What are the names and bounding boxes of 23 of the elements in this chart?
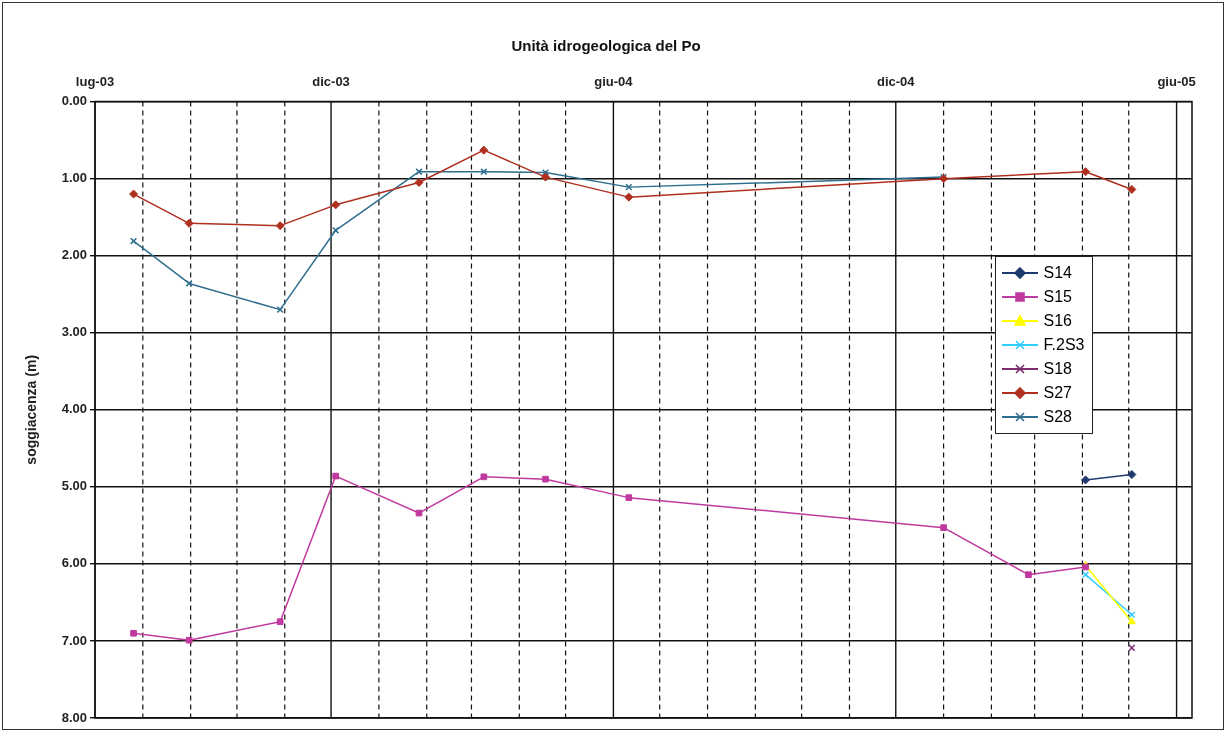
- y-tick-label: 1.00: [61, 170, 87, 186]
- legend-label: S16: [1043, 311, 1072, 330]
- y-tick-label: 7.00: [61, 632, 87, 648]
- legend-label: S14: [1043, 263, 1072, 282]
- x-tick-label: dic-04: [876, 74, 916, 90]
- x-tick-label: dic-03: [312, 74, 350, 90]
- legend-label: S28: [1043, 407, 1072, 426]
- y-tick-label: 8.00: [61, 709, 87, 725]
- x-tick-label: giu-04: [594, 74, 634, 90]
- chart-title: Unità idrogeologica del Po: [511, 37, 701, 55]
- y-tick-label: 3.00: [61, 324, 87, 340]
- legend-label: S27: [1043, 383, 1072, 402]
- y-tick-label: 4.00: [61, 401, 87, 417]
- y-tick-label: 6.00: [61, 555, 87, 571]
- y-tick-label: 5.00: [61, 478, 87, 494]
- y-tick-label: 2.00: [61, 247, 87, 263]
- y-tick-label: 0.00: [61, 93, 87, 109]
- x-tick-label: giu-05: [1157, 74, 1196, 90]
- y-axis-title: soggiacenza (m): [23, 354, 40, 465]
- legend-label: S15: [1043, 287, 1072, 306]
- x-tick-label: lug-03: [75, 74, 115, 90]
- legend-label: F.2S3: [1043, 335, 1085, 354]
- legend-label: S18: [1043, 359, 1072, 378]
